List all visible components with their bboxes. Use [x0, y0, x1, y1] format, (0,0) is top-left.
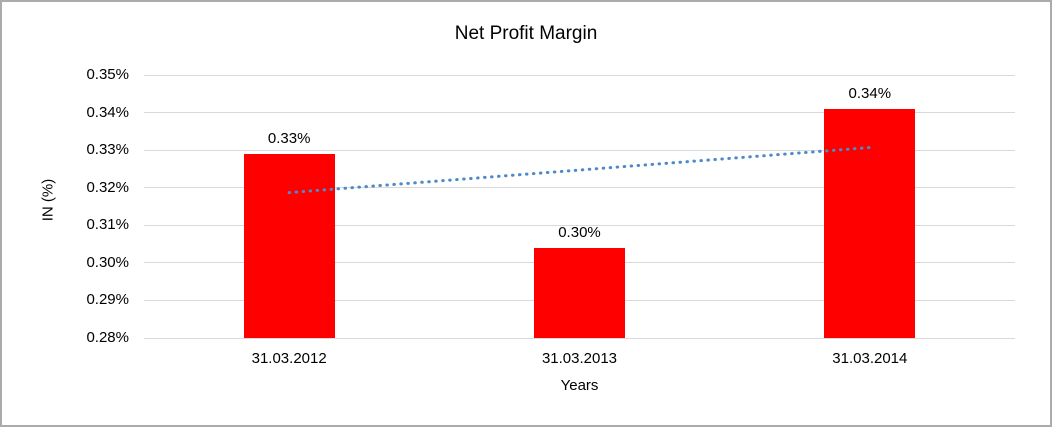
x-axis-title: Years: [560, 377, 599, 394]
x-category-label: 31.03.2014: [832, 350, 908, 367]
bar: [534, 247, 625, 338]
y-tick-label: 0.31%: [86, 216, 129, 234]
gridline: [144, 224, 1015, 226]
bar-value-label: 0.30%: [558, 223, 601, 241]
x-category-label: 31.03.2012: [251, 350, 327, 367]
chart-title: Net Profit Margin: [454, 23, 598, 44]
y-tick-label: 0.35%: [86, 66, 129, 83]
bar: [243, 153, 335, 338]
gridline: [144, 112, 1015, 114]
gridline: [144, 74, 1015, 76]
bar-value-label: 0.34%: [848, 84, 892, 102]
y-tick-label: 0.30%: [86, 253, 129, 271]
y-tick-label: 0.28%: [86, 329, 129, 346]
x-category-label: 31.03.2013: [541, 350, 618, 367]
y-tick-label: 0.33%: [86, 141, 129, 159]
y-tick-label: 0.34%: [86, 103, 129, 121]
bar-value-label: 0.33%: [267, 129, 311, 147]
gridline: [144, 337, 1015, 339]
y-tick-label: 0.29%: [86, 291, 129, 309]
bar: [824, 108, 916, 338]
y-tick-label: 0.32%: [86, 178, 129, 196]
